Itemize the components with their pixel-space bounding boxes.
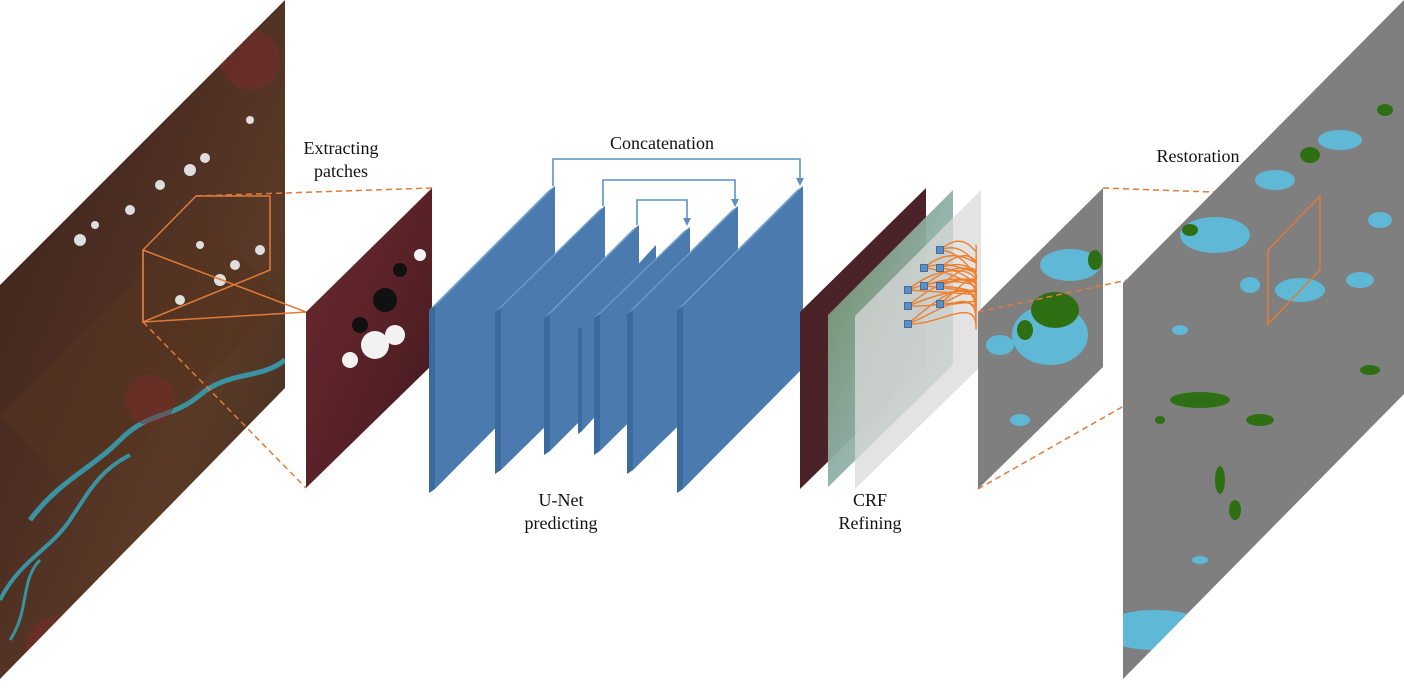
- label-crf-line1: CRF: [852, 490, 888, 510]
- crf-node: [904, 320, 912, 328]
- unet-layer: [677, 186, 803, 493]
- crf-link: [939, 240, 977, 252]
- label-extracting-patches: Extracting patches: [285, 137, 397, 183]
- label-unet-predicting: U-Net predicting: [505, 489, 617, 535]
- crf-nodes: [904, 246, 944, 328]
- crf-node: [936, 246, 944, 254]
- image-patch: [306, 188, 432, 488]
- label-concatenation: Concatenation: [610, 133, 714, 153]
- label-unet-line2: predicting: [524, 513, 598, 533]
- crf-node: [904, 286, 912, 294]
- crf-link: [907, 311, 977, 330]
- crf-links: [907, 240, 977, 330]
- crf-stack: [800, 188, 981, 489]
- crf-node: [936, 264, 944, 272]
- label-crf-refining: CRF Refining: [820, 489, 920, 535]
- crf-link: [907, 300, 977, 325]
- crf-node: [920, 264, 928, 272]
- crf-link: [907, 279, 977, 307]
- crf-node: [904, 302, 912, 310]
- crf-node: [920, 282, 928, 290]
- unet-layers: [429, 186, 803, 493]
- extract-connectors: [142, 187, 433, 489]
- label-unet-line1: U-Net: [538, 490, 584, 510]
- label-extracting-line2: patches: [314, 161, 368, 181]
- label-crf-line2: Refining: [838, 513, 902, 533]
- skip-arrowheads: [683, 178, 804, 226]
- crf-link: [907, 281, 977, 291]
- crf-link: [923, 267, 977, 287]
- crf-node: [936, 282, 944, 290]
- restoration-map: [1123, 0, 1404, 679]
- skip-connections: [552, 158, 801, 225]
- label-extracting-line1: Extracting: [303, 138, 379, 158]
- segmented-patch: [978, 188, 1103, 489]
- crf-link: [907, 289, 977, 325]
- satellite-image: [0, 0, 285, 679]
- crf-link: [907, 269, 977, 291]
- crf-node: [936, 300, 944, 308]
- crf-link: [923, 255, 977, 269]
- label-restoration: Restoration: [1156, 146, 1240, 166]
